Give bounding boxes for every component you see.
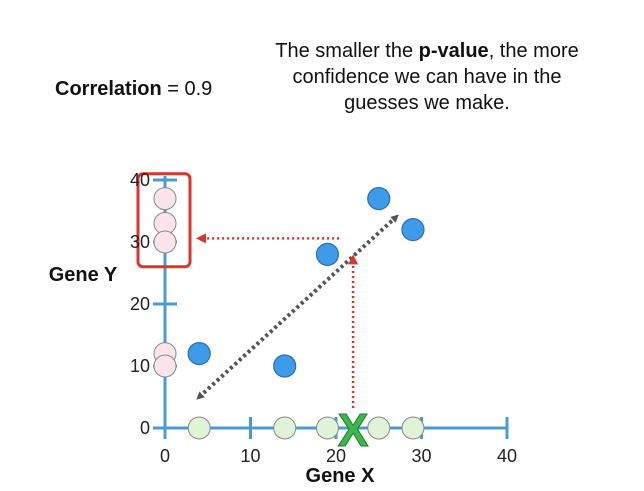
x-guess-marker: X	[338, 404, 369, 456]
caption-text-bold: p-value	[418, 40, 489, 62]
y-axis-label: Gene Y	[49, 264, 118, 286]
x-projection-point	[367, 416, 391, 440]
x-tick-label: 20	[326, 446, 346, 466]
p-value-caption: The smaller the p-value, the more confid…	[268, 38, 586, 116]
x-projection-point	[315, 416, 339, 440]
data-point	[367, 187, 391, 211]
x-tick-label: 0	[160, 446, 170, 466]
y-tick-label: 0	[140, 418, 150, 438]
x-axis-label: Gene X	[306, 465, 376, 487]
caption-text-after: , the more confidence we can have in the…	[292, 40, 579, 114]
x-tick-label: 40	[497, 446, 517, 466]
correlation-label: Correlation	[55, 78, 162, 100]
x-tick-label: 30	[411, 446, 431, 466]
y-projection-point	[153, 230, 177, 254]
x-projection-point	[401, 416, 425, 440]
highlight-box	[136, 172, 192, 269]
correlation-value: 0.9	[184, 78, 213, 100]
y-projection-point	[153, 187, 177, 211]
data-point	[401, 218, 425, 242]
x-projection-point	[273, 416, 297, 440]
y-tick-label: 40	[130, 170, 150, 190]
y-tick-label: 30	[130, 232, 150, 252]
x-projection-point	[187, 416, 211, 440]
data-point	[187, 342, 211, 366]
correlation-equals: =	[167, 78, 179, 100]
y-projection-point	[153, 354, 177, 378]
data-point	[273, 354, 297, 378]
x-tick-label: 10	[240, 446, 260, 466]
correlation-readout: Correlation = 0.9	[55, 78, 212, 101]
data-point	[315, 242, 340, 266]
caption-text-before: The smaller the	[275, 40, 419, 62]
y-tick-label: 20	[130, 294, 150, 314]
y-tick-label: 10	[130, 356, 150, 376]
trend-arrow	[196, 214, 399, 400]
